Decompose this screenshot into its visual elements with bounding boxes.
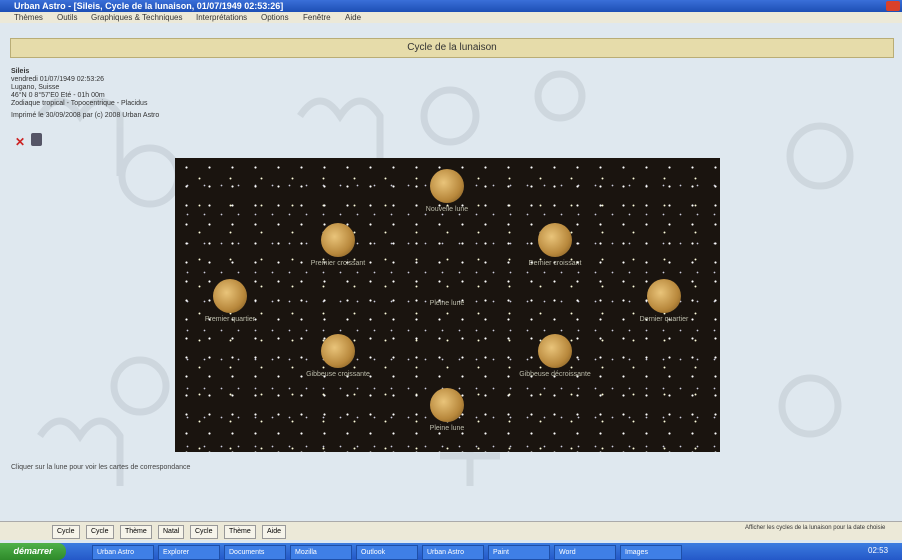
delete-icon[interactable]: ✕ — [15, 135, 25, 149]
save-icon[interactable] — [31, 133, 42, 146]
toolbar-button[interactable]: Cycle — [86, 525, 114, 539]
info-line: 46°N 0 8°57'E0 Eté - 01h 00m — [11, 92, 105, 100]
taskbar-item[interactable]: Explorer — [158, 545, 220, 560]
menu-item[interactable]: Thèmes — [14, 12, 43, 23]
taskbar-item[interactable]: Images — [620, 545, 682, 560]
moon-label: Dernier quartier — [624, 316, 704, 323]
toolbar-button[interactable]: Thème — [120, 525, 152, 539]
info-name: Sileis — [11, 68, 29, 76]
toolbar-button[interactable]: Natal — [158, 525, 184, 539]
taskbar-item[interactable]: Urban Astro — [422, 545, 484, 560]
menu-bar: Thèmes Outils Graphiques & Techniques Inter… — [0, 12, 902, 23]
close-button[interactable] — [886, 1, 900, 11]
page-header: Cycle de la lunaison — [10, 38, 894, 58]
status-text: Afficher les cycles de la lunaison pour … — [745, 525, 885, 531]
toolbar: Cycle Cycle Thème Natal Cycle Thème Aide Affich… — [0, 521, 902, 540]
menu-item[interactable]: Fenêtre — [303, 12, 331, 23]
moon-label: Nouvelle lune — [407, 206, 487, 213]
moon-label: Pleine lune — [407, 425, 487, 432]
moon[interactable] — [538, 334, 572, 368]
moon-cycle-image: Nouvelle lune Premier croissant Dernier cr… — [175, 158, 720, 452]
title-bar: Urban Astro - [Sileis, Cycle de la lunai… — [0, 0, 902, 12]
taskbar-item[interactable]: Urban Astro — [92, 545, 154, 560]
toolbar-button[interactable]: Cycle — [190, 525, 218, 539]
menu-item[interactable]: Aide — [345, 12, 361, 23]
moon[interactable] — [538, 223, 572, 257]
taskbar-item[interactable]: Word — [554, 545, 616, 560]
footer-note: Cliquer sur la lune pour voir les cartes… — [11, 464, 190, 471]
toolbar-button[interactable]: Cycle — [52, 525, 80, 539]
window-title: Urban Astro - [Sileis, Cycle de la lunai… — [14, 0, 283, 12]
screen: Urban Astro - [Sileis, Cycle de la lunai… — [0, 0, 902, 560]
menu-item[interactable]: Options — [261, 12, 289, 23]
moon-label: Gibbeuse croissante — [298, 371, 378, 378]
moon[interactable] — [430, 169, 464, 203]
image-caption: Pleine lune — [407, 300, 487, 307]
info-line: Imprimé le 30/09/2008 par (c) 2008 Urban… — [11, 112, 159, 120]
taskbar-item[interactable]: Mozilla — [290, 545, 352, 560]
menu-item[interactable]: Outils — [57, 12, 77, 23]
taskbar-item[interactable]: Documents — [224, 545, 286, 560]
start-button[interactable]: démarrer — [0, 543, 66, 560]
clock: 02:53 — [868, 546, 888, 555]
moon[interactable] — [430, 388, 464, 422]
info-line: Lugano, Suisse — [11, 84, 59, 92]
info-line: Zodiaque tropical - Topocentrique - Plac… — [11, 100, 147, 108]
moon-label: Dernier croissant — [515, 260, 595, 267]
moon[interactable] — [647, 279, 681, 313]
moon[interactable] — [321, 223, 355, 257]
taskbar-item[interactable]: Outlook — [356, 545, 418, 560]
toolbar-button[interactable]: Aide — [262, 525, 286, 539]
info-line: vendredi 01/07/1949 02:53:26 — [11, 76, 104, 84]
moon-label: Gibbeuse décroissante — [515, 371, 595, 378]
taskbar: démarrer Urban Astro Explorer Documents Mozi… — [0, 543, 902, 560]
moon-label: Premier croissant — [298, 260, 378, 267]
moon[interactable] — [213, 279, 247, 313]
moon-label: Premier quartier — [190, 316, 270, 323]
toolbar-button[interactable]: Thème — [224, 525, 256, 539]
taskbar-item[interactable]: Paint — [488, 545, 550, 560]
menu-item[interactable]: Graphiques & Techniques — [91, 12, 182, 23]
moon[interactable] — [321, 334, 355, 368]
menu-item[interactable]: Interprétations — [196, 12, 247, 23]
